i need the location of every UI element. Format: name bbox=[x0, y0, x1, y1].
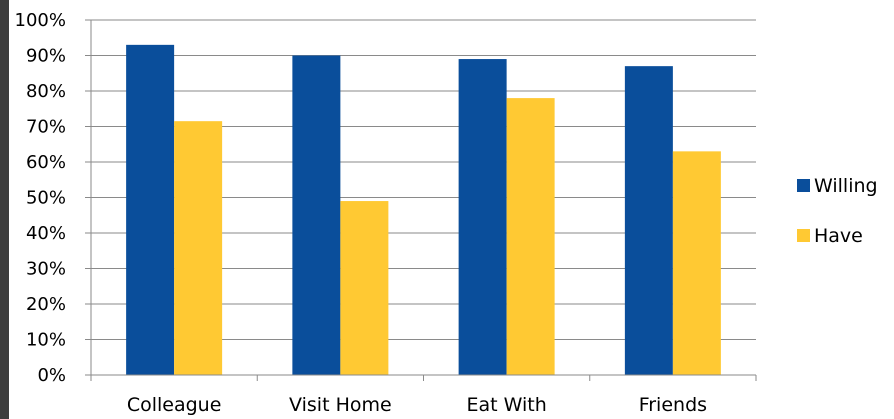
axes bbox=[85, 19, 757, 381]
y-tick-labels: 0% 10% 20% 30% 40% 50% 60% 70% 80% 90% 100% bbox=[15, 10, 66, 386]
bar-have-colleague bbox=[174, 121, 223, 375]
x-category-label: Colleague bbox=[127, 394, 222, 416]
x-category-label: Visit Home bbox=[289, 394, 392, 416]
y-tick-label: 40% bbox=[26, 223, 66, 244]
x-category-label: Friends bbox=[639, 394, 707, 416]
y-tick-label: 60% bbox=[26, 152, 66, 173]
y-tick-label: 30% bbox=[26, 259, 66, 280]
legend-label-have: Have bbox=[814, 225, 863, 247]
bar-willing-visit-home bbox=[292, 55, 341, 375]
y-tick-label: 80% bbox=[26, 81, 66, 102]
left-edge-strip bbox=[0, 0, 9, 419]
bar-willing-friends bbox=[624, 66, 673, 376]
bar-have-friends bbox=[672, 151, 721, 375]
bar-willing-eat-with bbox=[458, 59, 507, 376]
y-tick-label: 20% bbox=[26, 294, 66, 315]
x-category-label: Eat With bbox=[466, 394, 546, 416]
y-tick-label: 90% bbox=[26, 46, 66, 67]
bar-have-visit-home bbox=[340, 201, 389, 375]
legend-swatch-willing bbox=[797, 179, 810, 192]
y-tick-label: 50% bbox=[26, 188, 66, 209]
bar-willing-colleague bbox=[126, 44, 175, 375]
legend: Willing Have bbox=[797, 175, 878, 247]
legend-label-willing: Willing bbox=[814, 175, 878, 197]
bars bbox=[126, 44, 721, 376]
bar-have-eat-with bbox=[506, 98, 555, 375]
y-tick-label: 0% bbox=[37, 365, 66, 386]
y-tick-label: 10% bbox=[26, 330, 66, 351]
y-tick-label: 70% bbox=[26, 117, 66, 138]
legend-swatch-have bbox=[797, 229, 810, 242]
y-tick-label: 100% bbox=[15, 10, 66, 31]
x-category-labels: Colleague Visit Home Eat With Friends bbox=[127, 394, 707, 416]
